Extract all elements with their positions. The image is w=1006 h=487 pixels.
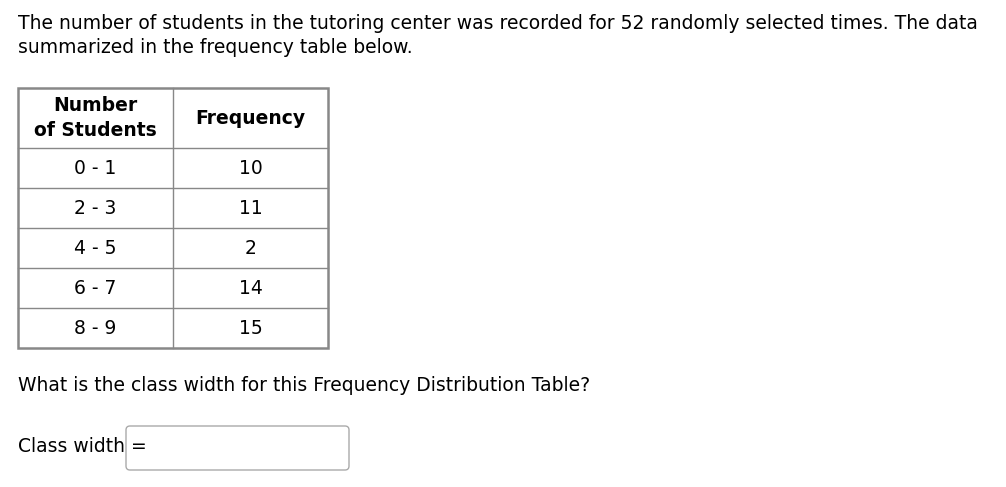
Text: 14: 14 — [238, 279, 263, 298]
Text: What is the class width for this Frequency Distribution Table?: What is the class width for this Frequen… — [18, 376, 591, 395]
Text: Frequency: Frequency — [195, 109, 306, 128]
Bar — [18, 88, 328, 348]
Text: Number
of Students: Number of Students — [34, 96, 157, 140]
Text: 2 - 3: 2 - 3 — [74, 199, 117, 218]
Text: 8 - 9: 8 - 9 — [74, 318, 117, 337]
Text: Class width =: Class width = — [18, 436, 147, 455]
Text: 4 - 5: 4 - 5 — [74, 239, 117, 258]
FancyBboxPatch shape — [126, 426, 349, 470]
Text: The number of students in the tutoring center was recorded for 52 randomly selec: The number of students in the tutoring c… — [18, 14, 978, 33]
Text: 11: 11 — [238, 199, 263, 218]
Text: summarized in the frequency table below.: summarized in the frequency table below. — [18, 38, 412, 57]
Text: 2: 2 — [244, 239, 257, 258]
Text: 15: 15 — [238, 318, 263, 337]
Text: 6 - 7: 6 - 7 — [74, 279, 117, 298]
Text: 10: 10 — [238, 158, 263, 177]
Text: 0 - 1: 0 - 1 — [74, 158, 117, 177]
